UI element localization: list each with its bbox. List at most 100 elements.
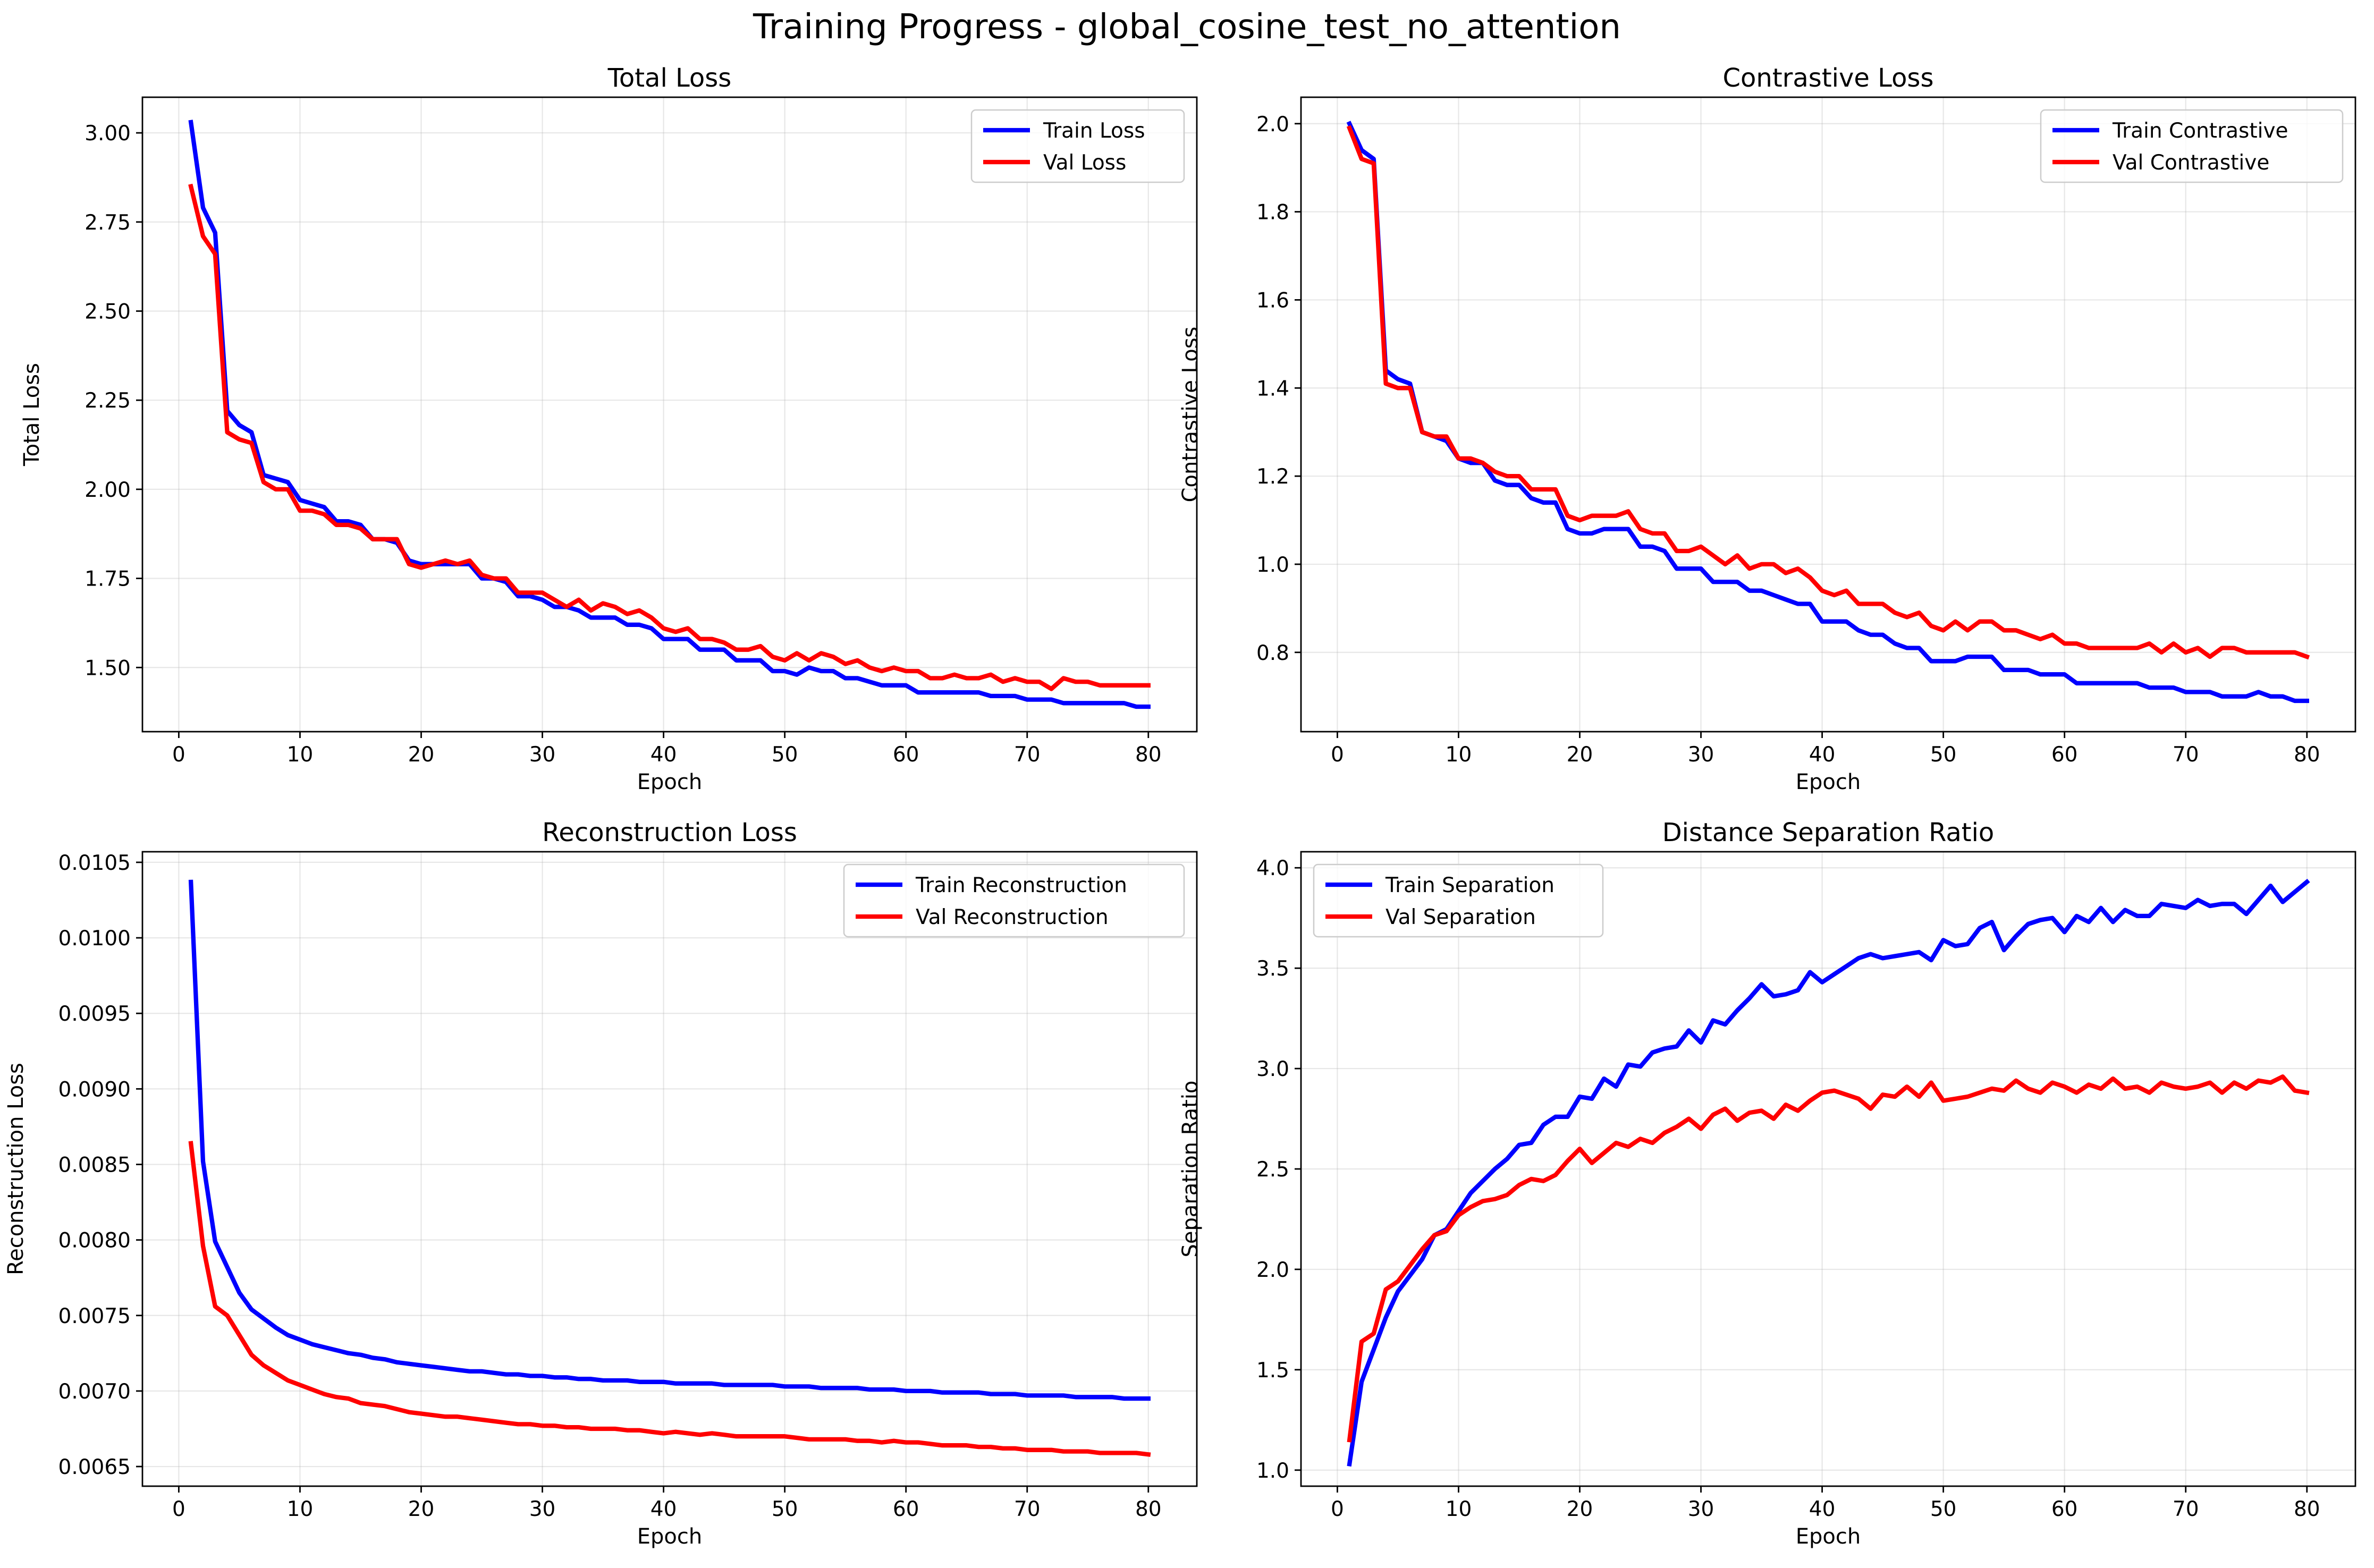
x-tick-label: 50 — [1930, 743, 1957, 767]
chart-panel-1: 0 10 20 30 40 50 60 70 80 1.50 1.75 2.00 2.25 2.50 2.7… — [20, 63, 1198, 794]
y-tick-label: 0.0070 — [58, 1380, 131, 1404]
subplot-title: Reconstruction Loss — [542, 818, 797, 847]
y-tick-label: 1.0 — [1256, 553, 1289, 577]
x-tick-label: 40 — [1809, 1497, 1836, 1521]
series-line-train — [1346, 121, 2309, 704]
y-tick-label: 0.0105 — [58, 851, 131, 875]
legend-label: Train Loss — [1043, 119, 1145, 143]
x-axis-label: Epoch — [637, 1524, 702, 1549]
x-tick-label: 10 — [287, 1497, 314, 1521]
legend-label: Train Contrastive — [2112, 119, 2288, 143]
y-tick-label: 1.75 — [85, 567, 131, 591]
y-tick-label: 0.0100 — [58, 927, 131, 951]
legend-label: Val Reconstruction — [916, 905, 1109, 929]
x-tick-label: 30 — [529, 743, 556, 767]
x-tick-label: 80 — [2294, 1497, 2320, 1521]
x-tick-label: 10 — [287, 743, 314, 767]
y-tick-label: 0.0065 — [58, 1455, 131, 1479]
axes-frame — [141, 96, 1198, 733]
x-axis-label: Epoch — [1796, 1524, 1861, 1549]
x-tick-label: 20 — [408, 1497, 435, 1521]
y-tick-label: 0.0080 — [58, 1229, 131, 1253]
y-tick-label: 3.5 — [1256, 957, 1289, 981]
subplot-title: Distance Separation Ratio — [1662, 818, 1995, 847]
y-tick-label: 1.50 — [85, 656, 131, 680]
legend-label: Val Contrastive — [2113, 151, 2269, 175]
x-tick-label: 70 — [1014, 743, 1041, 767]
x-axis-label: Epoch — [1796, 770, 1861, 794]
x-tick-label: 50 — [1930, 1497, 1957, 1521]
series-line-train — [188, 879, 1151, 1401]
series-line-train — [188, 120, 1151, 709]
axes-frame — [1300, 96, 2356, 733]
legend-label: Val Loss — [1043, 151, 1126, 175]
y-axis-label: Contrastive Loss — [1178, 327, 1203, 503]
x-tick-label: 0 — [1331, 1497, 1344, 1521]
y-tick-label: 3.00 — [85, 122, 131, 146]
y-axis-label: Separation Ratio — [1178, 1081, 1203, 1258]
x-tick-label: 40 — [650, 743, 677, 767]
y-tick-label: 3.0 — [1256, 1057, 1289, 1081]
y-tick-label: 1.5 — [1256, 1359, 1289, 1383]
x-axis-label: Epoch — [637, 770, 702, 794]
legend-box — [843, 863, 1185, 938]
x-tick-label: 20 — [1567, 1497, 1593, 1521]
legend-label: Train Reconstruction — [915, 874, 1127, 897]
x-tick-label: 20 — [1567, 743, 1593, 767]
x-tick-label: 70 — [1014, 1497, 1041, 1521]
subplot-title: Total Loss — [607, 63, 732, 93]
x-tick-label: 10 — [1446, 743, 1472, 767]
x-tick-label: 0 — [172, 743, 185, 767]
x-tick-label: 80 — [2294, 743, 2320, 767]
x-tick-label: 40 — [1809, 743, 1836, 767]
y-tick-label: 2.50 — [85, 300, 131, 324]
y-tick-label: 1.0 — [1256, 1459, 1289, 1483]
x-tick-label: 70 — [2173, 1497, 2199, 1521]
y-tick-label: 2.25 — [85, 389, 131, 413]
series-line-val — [1346, 125, 2310, 660]
y-tick-label: 1.8 — [1256, 201, 1289, 225]
y-tick-label: 0.8 — [1256, 641, 1289, 665]
chart-panel-3: 0 10 20 30 40 50 60 70 80 0.0065 0.0070 0.0075 0.008… — [4, 818, 1198, 1549]
chart-panel-2: 0 10 20 30 40 50 60 70 80 0.8 1.0 1.2 1.4 1.6 1.8 2.0 Co… — [1178, 63, 2356, 794]
series-line-val — [188, 183, 1151, 691]
x-tick-label: 60 — [2051, 1497, 2078, 1521]
y-tick-label: 1.2 — [1256, 465, 1289, 489]
legend: Train Contrastive Val Contrastive — [2040, 109, 2344, 183]
y-tick-label: 2.0 — [1256, 1258, 1289, 1282]
y-tick-label: 0.0095 — [58, 1002, 131, 1026]
x-tick-label: 60 — [2051, 743, 2078, 767]
legend-box — [1313, 863, 1604, 938]
x-tick-label: 70 — [2173, 743, 2199, 767]
y-tick-label: 1.4 — [1256, 377, 1289, 401]
y-tick-label: 2.5 — [1256, 1158, 1289, 1182]
axes-frame — [141, 851, 1198, 1487]
x-tick-label: 60 — [893, 1497, 919, 1521]
x-tick-label: 30 — [1688, 743, 1714, 767]
legend: Train Reconstruction Val Reconstruction — [843, 863, 1185, 938]
series-line-train — [1347, 878, 2310, 1467]
series-line-val — [1347, 1074, 2310, 1443]
subplot-title: Contrastive Loss — [1723, 63, 1934, 93]
legend: Train Separation Val Separation — [1313, 863, 1604, 938]
figure-title: Training Progress - global_cosine_test_n… — [753, 7, 1621, 47]
legend-label: Train Separation — [1385, 874, 1554, 897]
x-tick-label: 30 — [1688, 1497, 1714, 1521]
y-tick-label: 0.0085 — [58, 1153, 131, 1177]
y-tick-label: 2.75 — [85, 211, 131, 235]
y-tick-label: 0.0090 — [58, 1078, 131, 1101]
y-axis-label: Total Loss — [20, 363, 44, 467]
legend-label: Val Separation — [1385, 905, 1536, 929]
x-tick-label: 10 — [1446, 1497, 1472, 1521]
y-tick-label: 2.00 — [85, 478, 131, 502]
x-tick-label: 50 — [772, 743, 798, 767]
x-tick-label: 0 — [172, 1497, 185, 1521]
legend-box — [2040, 109, 2344, 183]
x-tick-label: 20 — [408, 743, 435, 767]
x-tick-label: 0 — [1331, 743, 1344, 767]
x-tick-label: 60 — [893, 743, 919, 767]
chart-panel-4: 0 10 20 30 40 50 60 70 80 1.0 1.5 2.0 2.5 3.0 3.5 4.0 Di… — [1178, 818, 2356, 1549]
legend: Train Loss Val Loss — [970, 109, 1185, 183]
x-tick-label: 30 — [529, 1497, 556, 1521]
